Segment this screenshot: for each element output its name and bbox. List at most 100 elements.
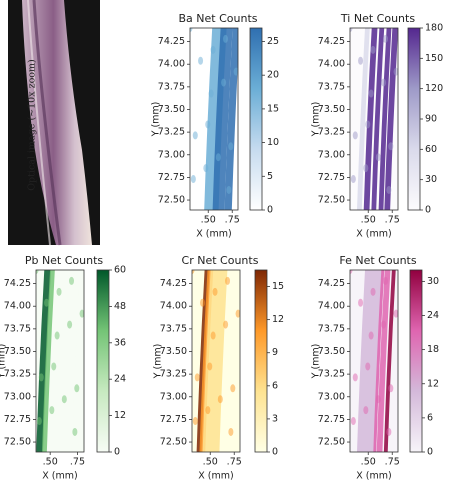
y-axis-label: Y (mm) [311, 344, 322, 380]
colorbar-tick-label: 30 [425, 174, 437, 185]
colorbar-tick-label: 6 [427, 412, 433, 423]
colorbar-tick-label: 24 [114, 374, 126, 385]
plot-frame [35, 269, 85, 453]
field-speck [368, 331, 374, 340]
field-speck [358, 298, 364, 307]
panel-title: Cr Net Counts [182, 254, 259, 267]
field-speck [225, 276, 231, 285]
y-axis-label: Y (mm) [0, 344, 8, 380]
y-tick-label: 73.00 [318, 391, 345, 402]
colorbar-tick-label: 0 [427, 447, 433, 458]
x-tick-label: .75 [385, 457, 400, 468]
field-speck [363, 406, 369, 415]
field-speck [198, 56, 204, 65]
field-speck [56, 287, 62, 296]
field-speck [375, 153, 381, 162]
panel-title: Ba Net Counts [179, 12, 258, 25]
colorbar-tick-label: 12 [272, 314, 284, 325]
field-band [36, 270, 51, 452]
field-speck [69, 276, 75, 285]
y-tick-label: 73.50 [318, 346, 345, 357]
y-tick-label: 73.50 [318, 104, 345, 115]
y-tick-label: 73.75 [160, 323, 187, 334]
y-tick-label: 74.00 [4, 301, 31, 312]
field-speck [38, 373, 44, 382]
optical-image [8, 0, 100, 246]
colorbar-tick-label: 10 [267, 137, 279, 148]
x-tick-label: .75 [70, 457, 85, 468]
colorbar-tick-label: 9 [272, 347, 278, 358]
colorbar-tick-label: 0 [114, 447, 120, 458]
y-axis-label: Y (mm) [151, 102, 162, 138]
y-tick-label: 73.25 [318, 127, 345, 138]
y-tick-label: 72.75 [318, 414, 345, 425]
y-tick-label: 73.00 [318, 149, 345, 160]
plot-frame [349, 27, 399, 211]
y-tick-label: 74.00 [160, 301, 187, 312]
colorbar-tick-label: 3 [272, 413, 278, 424]
x-axis-label: X (mm) [196, 229, 231, 240]
panel-title: Fe Net Counts [339, 254, 416, 267]
heatmap-field [36, 270, 84, 452]
y-tick-label: 72.75 [318, 172, 345, 183]
y-tick-label: 73.25 [158, 127, 185, 138]
field-speck [350, 28, 353, 32]
x-tick-label: .75 [385, 215, 400, 226]
colorbar-tick-label: 120 [425, 83, 443, 94]
colorbar-tick-label: 0 [425, 205, 431, 216]
field-speck [190, 175, 196, 184]
y-tick-label: 74.25 [4, 278, 31, 289]
field-speck [388, 142, 394, 151]
y-tick-label: 73.75 [318, 81, 345, 92]
heatmap-field [190, 28, 238, 210]
field-speck [36, 417, 42, 426]
field-speck [192, 270, 195, 274]
field-speck [350, 270, 353, 274]
field-speck [208, 89, 214, 98]
field-speck [375, 395, 381, 404]
colorbar-tick-label: 60 [425, 144, 437, 155]
field-speck [212, 287, 218, 296]
field-speck [223, 320, 229, 329]
field-speck [393, 309, 398, 318]
y-tick-label: 74.25 [318, 278, 345, 289]
x-axis-label: X (mm) [356, 229, 391, 240]
colorbar [407, 27, 421, 211]
x-tick-label: .50 [201, 215, 216, 226]
field-speck [358, 56, 364, 65]
y-tick-label: 74.00 [158, 59, 185, 70]
colorbar-tick-label: 48 [114, 301, 126, 312]
field-speck [393, 67, 398, 76]
field-band [383, 270, 396, 452]
field-speck [67, 320, 73, 329]
colorbar-tick-label: 24 [427, 310, 439, 321]
y-tick-label: 74.25 [158, 36, 185, 47]
field-speck [383, 34, 389, 43]
field-speck [365, 362, 371, 371]
field-speck [223, 34, 229, 43]
x-tick-label: .50 [203, 457, 218, 468]
field-speck [228, 427, 234, 436]
x-axis-label: X (mm) [42, 471, 77, 480]
y-tick-label: 73.75 [158, 81, 185, 92]
colorbar-tick-label: 25 [267, 36, 279, 47]
y-tick-label: 74.00 [318, 59, 345, 70]
colorbar-tick-label: 180 [425, 23, 443, 34]
field-speck [381, 320, 387, 329]
panel-title: Pb Net Counts [25, 254, 104, 267]
heatmap-field [350, 28, 398, 210]
field-speck [365, 120, 371, 129]
field-band [212, 28, 233, 210]
field-band [376, 270, 391, 452]
colorbar-tick-label: 0 [267, 205, 273, 216]
y-tick-label: 72.50 [160, 437, 187, 448]
y-tick-label: 72.50 [318, 195, 345, 206]
field-band [42, 270, 55, 452]
field-speck [350, 417, 356, 426]
field-speck [36, 270, 39, 274]
field-speck [192, 417, 198, 426]
plot-frame [349, 269, 399, 453]
field-speck [228, 142, 234, 151]
y-tick-label: 72.50 [158, 195, 185, 206]
field-speck [226, 185, 232, 194]
